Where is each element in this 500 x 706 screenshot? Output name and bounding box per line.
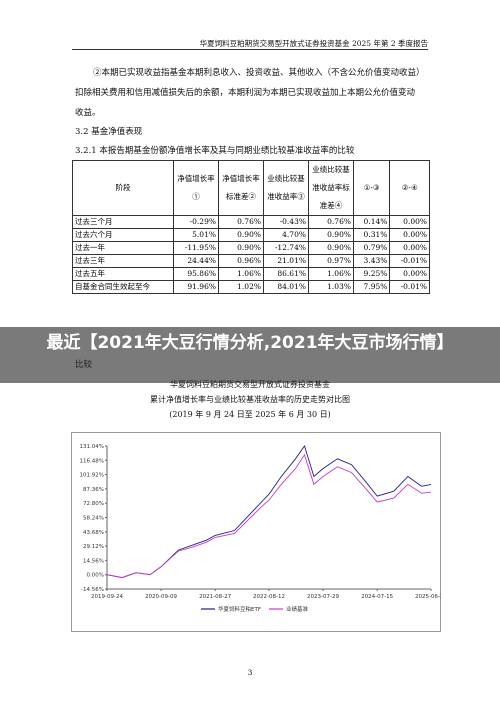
y-tick-label: 43.68%	[83, 530, 104, 536]
header-rule	[72, 49, 428, 50]
caption: 累计净值增长率与业绩比较基准收益率的历史走势对比图	[150, 395, 350, 404]
table-cell: 95.86%	[172, 267, 219, 281]
note-line: 收益。	[75, 108, 101, 118]
table-cell: 0.96%	[217, 254, 264, 268]
table-header-cell: 业绩比较基准收益率标准差④	[307, 160, 354, 216]
table-row: 过去一年 -11.95% 0.90% -12.74% 0.90% 0.79% 0.00%	[72, 241, 430, 255]
table-cell: 0.90%	[307, 228, 354, 242]
caption: (2019 年 9 月 24 日至 2025 年 6 月 30 日)	[169, 410, 331, 419]
table-header-cell: 业绩比较基准收益率③	[262, 160, 309, 216]
header: 华夏饲料豆粕期货交易型开放式证券投资基金 2025 年第 2 季度报告	[199, 39, 428, 48]
note-line: ②本期已实现收益指基金本期利息收入、投资收益、其他收入（不含公允价值变动收益）	[93, 68, 425, 78]
y-tick-label: 0.00%	[87, 573, 104, 579]
table-cell: 84.01%	[262, 280, 309, 294]
table-cell: 0.90%	[217, 241, 264, 255]
y-tick-label: 29.12%	[83, 544, 104, 550]
table-header-row: 阶段 净值增长率① 净值增长率标准差② 业绩比较基准收益率③ 业绩比较基准收益率标准差④…	[72, 160, 430, 216]
table-cell: 0.31%	[352, 228, 391, 242]
table-cell: 过去三年	[72, 254, 174, 268]
y-tick-label: -14.56%	[81, 587, 104, 593]
table-header-cell: ①-③	[352, 160, 391, 216]
y-tick-label: 58.24%	[83, 516, 104, 522]
table-cell: 0.14%	[352, 215, 391, 229]
table-cell: 过去五年	[72, 267, 174, 281]
table-cell: -0.29%	[172, 215, 219, 229]
table-cell: -12.74%	[262, 241, 309, 255]
x-tick-label: 2022-08-12	[253, 594, 285, 600]
table-row: 过去三个月 -0.29% 0.76% -0.43% 0.76% 0.14% 0.00%	[72, 215, 430, 229]
table-cell: 0.97%	[307, 254, 354, 268]
table-header-cell: 净值增长率①	[172, 160, 219, 216]
table-cell: 1.06%	[307, 267, 354, 281]
x-tick-label: 2025-06-30	[415, 594, 441, 600]
table-cell: 21.01%	[262, 254, 309, 268]
y-tick-label: 87.36%	[83, 487, 104, 493]
legend-label: 华夏饲料豆粕ETF	[218, 605, 261, 613]
table-cell: 3.43%	[352, 254, 391, 268]
table-row: 过去五年 95.86% 1.06% 86.61% 1.06% 9.25% 0.00%	[72, 267, 430, 281]
table-header-cell: 净值增长率标准差②	[217, 160, 264, 216]
table-cell: 0.00%	[389, 215, 430, 229]
table-cell: 24.44%	[172, 254, 219, 268]
table-row: 自基金合同生效起至今 91.96% 1.02% 84.01% 1.03% 7.95% -0.…	[72, 280, 430, 294]
table-cell: 7.95%	[352, 280, 391, 294]
table-cell: 0.90%	[307, 241, 354, 255]
table-cell: -0.01%	[389, 254, 430, 268]
table-cell: 过去一年	[72, 241, 174, 255]
table-cell: 0.76%	[217, 215, 264, 229]
table-cell: 1.02%	[217, 280, 264, 294]
table-cell: -11.95%	[172, 241, 219, 255]
table-cell: 91.96%	[172, 280, 219, 294]
table-cell: 1.06%	[217, 267, 264, 281]
table-cell: 9.25%	[352, 267, 391, 281]
table-cell: 0.79%	[352, 241, 391, 255]
caption: 华夏饲料豆粕期货交易型开放式证券投资基金	[170, 380, 330, 389]
table-row: 过去三年 24.44% 0.96% 21.01% 0.97% 3.43% -0.01%	[72, 254, 430, 268]
table-cell: 1.03%	[307, 280, 354, 294]
table-cell: 0.90%	[217, 228, 264, 242]
table-cell: -0.43%	[262, 215, 309, 229]
y-tick-label: 116.48%	[80, 458, 104, 464]
page-number: 3	[247, 668, 253, 677]
x-tick-label: 2021-08-27	[199, 594, 231, 600]
table-cell: 0.00%	[389, 267, 430, 281]
x-tick-label: 2024-07-15	[361, 594, 393, 600]
legend-label: 业绩基准	[286, 605, 309, 613]
table-cell: 4.70%	[262, 228, 309, 242]
x-tick-label: 2019-09-24	[91, 594, 123, 600]
chart: -14.56% 0.00% 14.56% 29.12% 43.68% 58.24% 72.8…	[71, 432, 441, 632]
table-cell: 0.00%	[389, 228, 430, 242]
table-row: 过去六个月 5.01% 0.90% 4.70% 0.90% 0.31% 0.00%	[72, 228, 430, 242]
table-cell: 过去六个月	[72, 228, 174, 242]
section-subtitle: 3.2.1 本报告期基金份额净值增长率及其与同期业绩比较基准收益率的比较	[75, 146, 355, 156]
table-cell: 0.00%	[389, 241, 430, 255]
x-tick-label: 2020-09-09	[145, 594, 177, 600]
table: 阶段 净值增长率① 净值增长率标准差② 业绩比较基准收益率③ 业绩比较基准收益率标准差④…	[72, 160, 430, 294]
y-tick-label: 101.92%	[80, 473, 104, 479]
table-header-cell: 阶段	[72, 160, 174, 216]
section-title: 3.2 基金净值表现	[75, 127, 143, 137]
y-tick-label: 72.80%	[83, 501, 104, 507]
table-cell: 5.01%	[172, 228, 219, 242]
y-tick-label: 131.04%	[80, 444, 104, 450]
overlay-title: 最近【2021年大豆行情分析,2021年大豆市场行情】	[0, 327, 500, 383]
table-cell: 0.76%	[307, 215, 354, 229]
series-line	[106, 453, 432, 579]
table-cell: 86.61%	[262, 267, 309, 281]
table-cell: 过去三个月	[72, 215, 174, 229]
table-header-cell: ②-④	[389, 160, 430, 216]
chart-frame	[71, 432, 441, 632]
note-line: 扣除相关费用和信用减值损失后的余额，本期利润为本期已实现收益加上本期公允价值变动	[75, 88, 416, 98]
x-tick-label: 2023-07-29	[307, 594, 339, 600]
table-cell: -0.01%	[389, 280, 430, 294]
y-tick-label: 14.56%	[83, 558, 104, 564]
table-cell: 自基金合同生效起至今	[72, 280, 174, 294]
